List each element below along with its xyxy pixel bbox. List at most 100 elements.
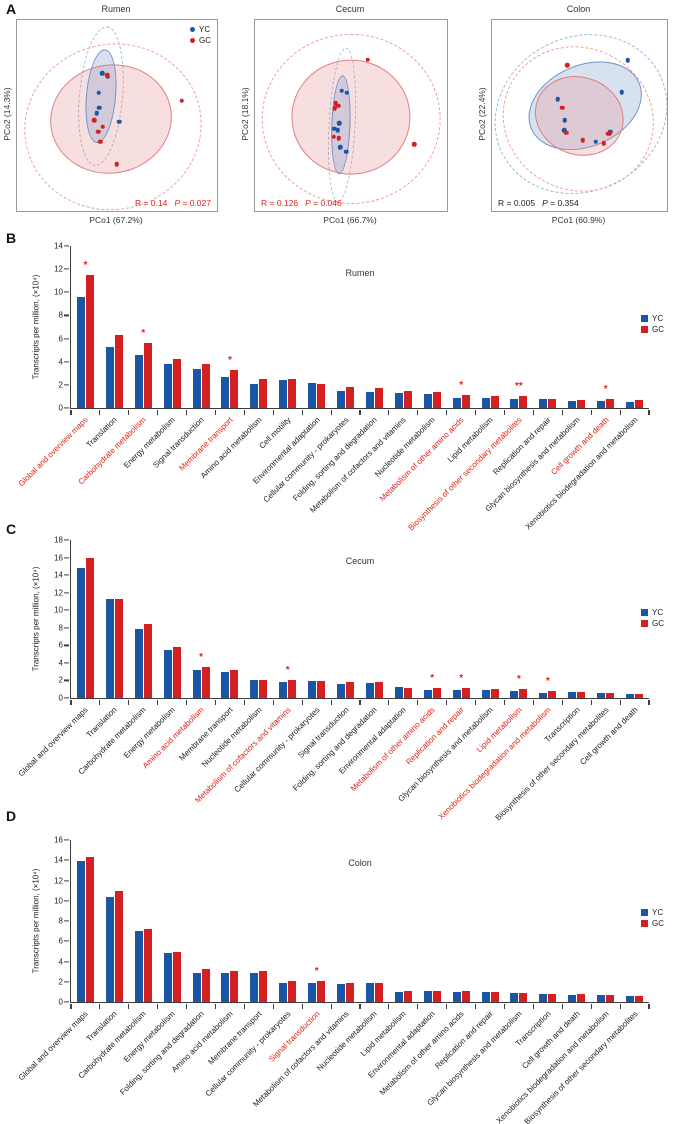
point-gc [412, 141, 417, 147]
bar-gc [201, 968, 210, 1002]
significance-marker: * [459, 380, 464, 392]
point-gc [92, 118, 97, 123]
bar-yc [105, 896, 114, 1002]
bar-yc [481, 398, 490, 408]
bar-gc [490, 689, 499, 698]
bar-gc [114, 890, 123, 1002]
y-tick-label: 14 [54, 241, 63, 251]
bar-group [562, 246, 591, 408]
bar-yc [481, 690, 490, 698]
bar-group [302, 246, 331, 408]
bar-gc [490, 396, 499, 408]
legend-item-yc: YC [189, 25, 212, 34]
x-tick-mark [446, 1004, 448, 1009]
bar-yc [221, 972, 230, 1002]
significance-marker: * [83, 259, 88, 271]
bar-gc [346, 983, 355, 1002]
x-tick-mark [128, 1004, 130, 1009]
significance-marker: * [199, 652, 203, 664]
y-tick-mark [64, 592, 69, 594]
p-value: P = 0.354 [542, 198, 579, 208]
bar-yc [539, 994, 548, 1002]
point-yc [97, 105, 102, 110]
x-tick-mark [532, 700, 534, 705]
y-tick-mark [64, 697, 69, 699]
bar-gc [519, 993, 528, 1002]
p-value: P = 0.027 [174, 198, 211, 208]
x-tick-mark [446, 700, 448, 705]
plot-box: R = 0.126 P = 0.046 [254, 19, 448, 212]
bar-gc [606, 398, 615, 408]
bar-yc [423, 394, 432, 408]
x-tick-mark [417, 1004, 419, 1009]
point-gc [563, 130, 569, 135]
bar-gc [143, 624, 152, 698]
x-tick-mark [446, 410, 448, 415]
y-axis-label: PCo2 (22.4%) [477, 87, 487, 141]
x-tick-mark [359, 410, 361, 415]
bar-gc [548, 398, 557, 408]
y-tick-mark [64, 384, 69, 386]
panel-b: B Transcripts per million, (×10⁴) Rumen 0 2… [0, 228, 685, 532]
bar-group [187, 246, 216, 408]
bar-group [100, 246, 129, 408]
bar-yc [279, 380, 288, 408]
bar-group [71, 840, 100, 1002]
plot-box: R = 0.14 P = 0.027 YC GC [16, 19, 218, 212]
bar-gc [85, 557, 94, 698]
point-gc [601, 140, 606, 146]
yc-dot-icon [189, 26, 195, 33]
bar-gc [403, 687, 412, 698]
x-tick-mark [619, 1004, 621, 1009]
y-tick-label: 4 [58, 957, 63, 966]
significance-marker: ** [515, 381, 523, 393]
point-yc [619, 89, 624, 95]
significance-marker: * [285, 665, 290, 677]
legend-label: YC [199, 25, 211, 34]
subplot-title: Rumen [101, 4, 131, 14]
bar-yc [452, 992, 461, 1002]
bar-group [476, 246, 505, 408]
bar-yc [134, 628, 143, 698]
x-tick-mark [359, 700, 361, 705]
stats-annotation: R = 0.126 P = 0.046 [261, 198, 342, 208]
bar-gc [548, 994, 557, 1002]
x-tick-mark [186, 1004, 188, 1009]
x-tick-mark [388, 1004, 390, 1009]
bar-group [505, 246, 534, 408]
x-tick-mark [330, 1004, 332, 1009]
y-tick-label: 0 [58, 403, 63, 413]
bar-yc [163, 649, 172, 698]
bar-gc [317, 383, 326, 408]
x-tick-mark [503, 410, 506, 415]
y-tick-mark [64, 574, 69, 576]
bar-group [244, 540, 273, 698]
y-tick-mark [64, 900, 69, 902]
legend-label: GC [652, 325, 664, 334]
y-tick-mark [64, 960, 69, 963]
point-gc [333, 101, 338, 106]
point-yc [555, 97, 560, 102]
bar-group [620, 540, 649, 698]
y-tick-label: 6 [58, 936, 63, 946]
bar-group [447, 840, 476, 1002]
x-tick-mark [214, 700, 217, 705]
y-tick-mark [64, 679, 69, 682]
y-tick-label: 14 [54, 855, 63, 865]
legend: YC GC [641, 314, 664, 336]
bar-gc [85, 857, 94, 1002]
yc-swatch-icon [641, 909, 648, 916]
bar-group [100, 540, 129, 698]
y-tick-mark [64, 337, 69, 340]
bar-group [620, 840, 649, 1002]
bar-gc [577, 400, 586, 408]
bar-gc [548, 690, 557, 698]
bar-gc [346, 682, 355, 698]
bar-group [533, 540, 562, 698]
x-tick-mark [590, 410, 592, 415]
y-tick-mark [64, 879, 69, 882]
y-tick-mark [64, 556, 69, 559]
x-tick-mark [272, 410, 274, 415]
bar-group [389, 540, 418, 698]
